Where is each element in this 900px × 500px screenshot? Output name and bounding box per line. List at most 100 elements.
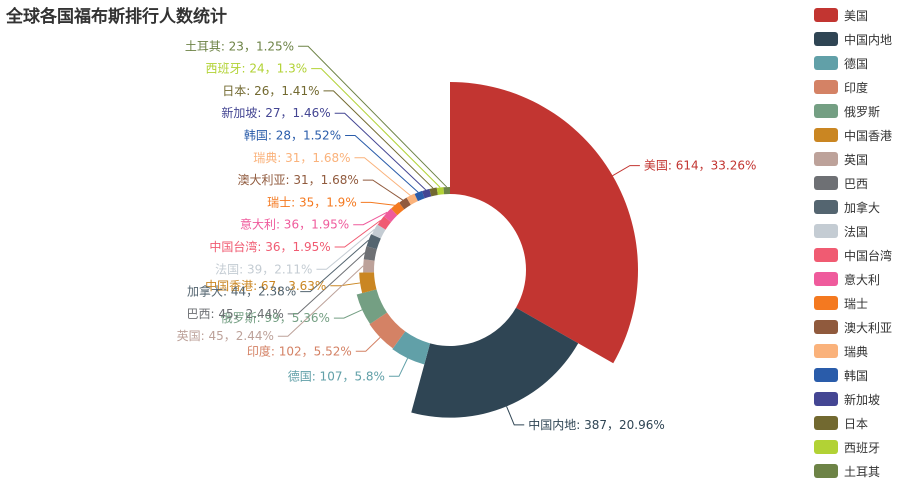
legend-19[interactable]: 西班牙 (814, 435, 900, 459)
legend-label: 中国台湾 (844, 248, 893, 263)
data-label-18: 日本: 26，1.41% (222, 84, 319, 98)
leader-line-19 (311, 68, 441, 188)
legend-swatch (814, 56, 838, 70)
slice-16[interactable] (414, 190, 425, 202)
slice-6[interactable] (359, 272, 377, 294)
legend-swatch (814, 272, 838, 286)
leader-line-13 (360, 201, 395, 206)
legend-swatch (814, 248, 838, 262)
leader-line-14 (362, 179, 404, 201)
slice-18[interactable] (429, 187, 438, 197)
slice-4[interactable] (369, 312, 406, 349)
data-label-2: 中国内地: 387，20.96% (528, 417, 665, 432)
slice-2[interactable] (411, 307, 579, 418)
leader-line-6 (330, 282, 361, 287)
leader-line-10 (316, 228, 375, 270)
leader-line-8 (287, 252, 366, 315)
legend: 美国中国内地德国印度俄罗斯中国香港英国巴西加拿大法国中国台湾意大利瑞士澳大利亚瑞… (814, 3, 900, 483)
legend-15[interactable]: 瑞典 (814, 339, 900, 363)
legend-20[interactable]: 土耳其 (814, 459, 900, 483)
leader-line-3 (388, 358, 409, 377)
legend-swatch (814, 200, 838, 214)
legend-swatch (814, 392, 838, 406)
slice-10[interactable] (371, 224, 386, 239)
leader-line-2 (506, 406, 525, 426)
legend-1[interactable]: 美国 (814, 3, 900, 27)
legend-label: 加拿大 (844, 200, 881, 215)
legend-18[interactable]: 日本 (814, 411, 900, 435)
slice-8[interactable] (363, 246, 377, 261)
legend-label: 西班牙 (844, 440, 881, 455)
legend-11[interactable]: 中国台湾 (814, 243, 900, 267)
legend-3[interactable]: 德国 (814, 51, 900, 75)
slice-19[interactable] (436, 187, 445, 195)
leader-line-4 (355, 337, 381, 352)
slice-3[interactable] (392, 331, 431, 365)
slice-11[interactable] (377, 216, 392, 230)
data-label-8: 巴西: 45，2.44% (186, 307, 283, 321)
legend-label: 美国 (844, 8, 869, 23)
legend-4[interactable]: 印度 (814, 75, 900, 99)
data-label-14: 澳大利亚: 31，1.68% (238, 173, 359, 187)
legend-label: 意大利 (844, 272, 881, 287)
slice-17[interactable] (422, 188, 432, 199)
legend-label: 澳大利亚 (844, 320, 893, 335)
legend-swatch (814, 104, 838, 118)
chart-title: 全球各国福布斯排行人数统计 (6, 7, 227, 27)
legend-label: 土耳其 (844, 464, 881, 479)
data-label-3: 德国: 107，5.8% (288, 368, 385, 383)
legend-swatch (814, 224, 838, 238)
legend-swatch (814, 128, 838, 142)
slice-9[interactable] (366, 234, 381, 250)
legend-swatch (814, 152, 838, 166)
leader-line-16 (345, 135, 419, 193)
legend-swatch (814, 176, 838, 190)
data-label-5: 俄罗斯: 99，5.36% (221, 311, 330, 325)
legend-label: 巴西 (844, 176, 869, 191)
data-label-15: 瑞典: 31，1.68% (253, 151, 350, 165)
legend-2[interactable]: 中国内地 (814, 27, 900, 51)
legend-6[interactable]: 中国香港 (814, 123, 900, 147)
legend-swatch (814, 344, 838, 358)
leader-line-7 (277, 265, 364, 337)
legend-14[interactable]: 澳大利亚 (814, 315, 900, 339)
legend-label: 俄罗斯 (844, 104, 881, 119)
data-label-4: 印度: 102，5.52% (247, 343, 352, 358)
legend-label: 印度 (844, 80, 869, 95)
legend-9[interactable]: 加拿大 (814, 195, 900, 219)
legend-swatch (814, 368, 838, 382)
data-label-19: 西班牙: 24，1.3% (206, 62, 308, 76)
legend-12[interactable]: 意大利 (814, 267, 900, 291)
slice-13[interactable] (390, 202, 405, 216)
legend-swatch (814, 320, 838, 334)
legend-label: 中国内地 (844, 32, 893, 47)
leader-line-11 (334, 219, 381, 248)
legend-swatch (814, 296, 838, 310)
legend-16[interactable]: 韩国 (814, 363, 900, 387)
legend-5[interactable]: 俄罗斯 (814, 99, 900, 123)
data-label-13: 瑞士: 35，1.9% (267, 195, 357, 209)
legend-10[interactable]: 法国 (814, 219, 900, 243)
data-label-17: 新加坡: 27，1.46% (221, 105, 330, 120)
legend-label: 英国 (844, 152, 869, 167)
slice-5[interactable] (356, 289, 388, 325)
legend-13[interactable]: 瑞士 (814, 291, 900, 315)
legend-swatch (814, 440, 838, 454)
data-label-16: 韩国: 28，1.52% (244, 128, 341, 143)
slice-1[interactable] (450, 82, 638, 364)
leader-line-12 (353, 211, 388, 226)
legend-label: 德国 (844, 56, 869, 71)
data-label-11: 中国台湾: 36，1.95% (209, 239, 330, 254)
slice-14[interactable] (399, 197, 411, 210)
leader-line-5 (333, 309, 363, 319)
slice-7[interactable] (363, 259, 375, 273)
legend-7[interactable]: 英国 (814, 147, 900, 171)
slice-12[interactable] (383, 208, 398, 223)
legend-8[interactable]: 巴西 (814, 171, 900, 195)
leader-line-1 (612, 165, 640, 177)
slice-15[interactable] (406, 193, 418, 205)
legend-label: 新加坡 (844, 392, 881, 407)
slice-20[interactable] (443, 187, 450, 195)
legend-17[interactable]: 新加坡 (814, 387, 900, 411)
legend-label: 瑞士 (844, 296, 869, 311)
